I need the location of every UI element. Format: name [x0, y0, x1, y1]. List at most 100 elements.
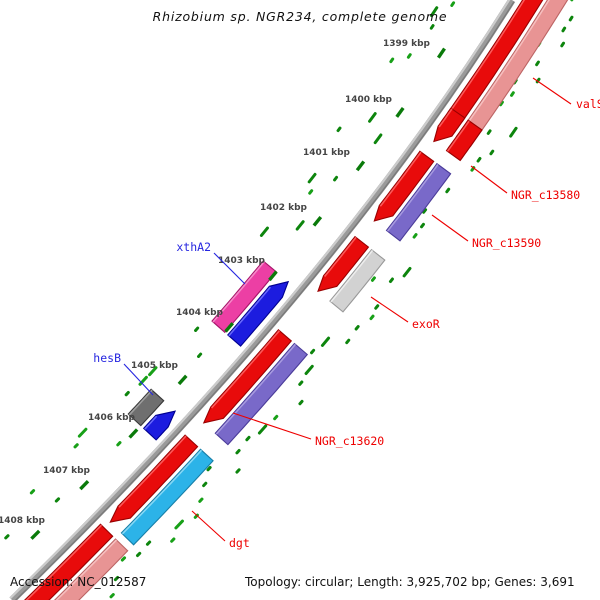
footer-accession: Accession: NC_012587 — [10, 575, 147, 589]
gene-arrow-dgt-ring2 — [120, 448, 214, 546]
gc-plot-mark — [235, 468, 241, 474]
gc-plot-mark — [509, 126, 518, 138]
gene-arrow-hesB-ring2 — [127, 388, 165, 427]
gc-plot-mark — [535, 60, 540, 67]
tick-1401-kbp — [355, 160, 366, 172]
gene-arrow-highlight-NGR_c13590-ring1 — [379, 151, 422, 207]
gene-arrow-NGR_c13580-ring2 — [445, 119, 483, 162]
tick-1400-kbp — [395, 107, 405, 118]
gc-plot-mark — [54, 497, 61, 503]
gc-plot-mark — [194, 326, 200, 332]
gc-plot-mark — [135, 551, 142, 558]
gene-label-hesB: hesB — [93, 351, 121, 365]
gc-plot-mark — [568, 15, 574, 22]
gene-arrow-highlight-valS-ring2 — [457, 0, 550, 138]
position-label-1402-kbp: 1402 kbp — [260, 203, 308, 213]
gc-plot-mark — [273, 414, 279, 421]
gc-plot-mark — [374, 304, 380, 310]
leader-line-valS — [532, 77, 572, 105]
tick-1406-kbp — [128, 428, 139, 439]
gene-arrow-highlight-valS-ring1 — [448, 0, 526, 114]
gene-arrow-exoR-ring1 — [317, 235, 370, 292]
gc-plot-mark — [489, 149, 495, 156]
gene-arrow-NGR_c13620-ring1 — [202, 329, 293, 424]
gc-plot-mark — [245, 435, 251, 442]
gene-arrow-highlight-NGR_c13580-ring1 — [438, 108, 453, 128]
gc-plot-mark — [138, 375, 148, 386]
gc-plot-mark — [369, 314, 375, 321]
gc-plot-mark — [124, 390, 130, 397]
footer-stats: Topology: circular; Length: 3,925,702 bp… — [245, 575, 575, 589]
gc-plot-mark — [304, 364, 314, 376]
gene-arrow-dgt-ring1 — [109, 434, 199, 523]
gc-plot-mark — [429, 24, 435, 30]
gc-plot-mark — [345, 338, 351, 345]
gene-arrow-highlight-NGR_c13620-ring1 — [211, 330, 281, 409]
gene-arrow-highlight-hesB-ring2 — [128, 389, 153, 416]
gc-plot-mark — [116, 441, 122, 447]
gc-plot-mark — [206, 465, 212, 472]
gene-arrow-highlight-gene-after-1408-ring2 — [55, 539, 118, 600]
gc-plot-mark — [412, 233, 418, 239]
gc-plot-mark — [389, 57, 395, 64]
gene-arrow-highlight-gene-after-1408-ring1 — [25, 524, 103, 600]
gene-label-NGR_c13590: NGR_c13590 — [472, 236, 541, 250]
position-label-1404-kbp: 1404 kbp — [176, 308, 224, 318]
gc-plot-mark — [388, 277, 394, 284]
gene-arrow-highlight-exoR-ring1 — [323, 236, 357, 278]
gene-label-exoR: exoR — [412, 317, 440, 331]
gc-plot-mark — [295, 220, 305, 231]
gc-plot-mark — [510, 91, 515, 97]
gc-plot-mark — [336, 126, 342, 133]
tick-1402-kbp — [312, 215, 323, 227]
tick-1403-kbp — [268, 270, 278, 282]
gc-plot-mark — [402, 266, 412, 278]
gc-plot-mark — [259, 226, 269, 237]
gc-plot-mark — [109, 593, 115, 599]
gene-arrow-highlight-hesB-ring1 — [144, 415, 158, 430]
gene-label-dgt: dgt — [229, 536, 250, 550]
position-label-1408-kbp: 1408 kbp — [0, 516, 46, 526]
gene-label-xthA2: xthA2 — [176, 240, 211, 254]
genome-backbone-highlight — [9, 0, 511, 599]
gc-plot-mark — [257, 424, 268, 435]
gc-plot-mark — [308, 189, 314, 195]
gene-arrow-NGR_c13590-ring2 — [385, 162, 452, 242]
gc-plot-mark — [320, 336, 331, 347]
gc-plot-mark — [298, 380, 304, 386]
gc-plot-mark — [430, 6, 439, 18]
gene-label-NGR_c13580: NGR_c13580 — [511, 188, 580, 202]
gc-plot-mark — [476, 156, 482, 163]
gc-plot-mark — [4, 534, 10, 540]
gc-plot-mark — [561, 26, 567, 33]
gene-arrow-xthA2-ring2 — [211, 260, 278, 334]
gc-plot-mark — [29, 489, 36, 495]
leader-line-NGR_c13580 — [470, 165, 508, 194]
leader-line-exoR — [370, 296, 409, 323]
gc-plot-mark — [170, 537, 176, 543]
gc-plot-mark — [333, 175, 339, 182]
gc-plot-mark — [486, 129, 492, 135]
tick-1407-kbp — [79, 479, 90, 491]
gc-plot-mark — [148, 366, 158, 377]
position-label-1405-kbp: 1405 kbp — [131, 361, 179, 371]
gene-label-NGR_c13620: NGR_c13620 — [315, 434, 384, 448]
genome-backbone — [9, 0, 516, 600]
leader-line-NGR_c13590 — [431, 214, 469, 242]
gc-plot-mark — [120, 556, 127, 562]
gene-arrow-highlight-xthA2-ring2 — [212, 261, 265, 323]
gc-plot-mark — [368, 112, 377, 123]
gene-label-valS: valS — [576, 97, 600, 111]
position-label-1403-kbp: 1403 kbp — [218, 256, 266, 266]
gene-arrow-highlight-NGR_c13620-ring2 — [215, 343, 297, 435]
gene-arrow-xthA2-ring1 — [227, 280, 290, 347]
position-label-1401-kbp: 1401 kbp — [303, 148, 351, 158]
gc-plot-mark — [406, 53, 412, 59]
gene-arrow-highlight-NGR_c13580-ring2 — [446, 120, 470, 152]
leader-line-hesB — [123, 363, 154, 396]
gene-arrow-NGR_c13590-ring1 — [373, 150, 435, 222]
position-label-1406-kbp: 1406 kbp — [88, 413, 136, 423]
gene-arrow-hesB-ring1 — [142, 410, 177, 441]
